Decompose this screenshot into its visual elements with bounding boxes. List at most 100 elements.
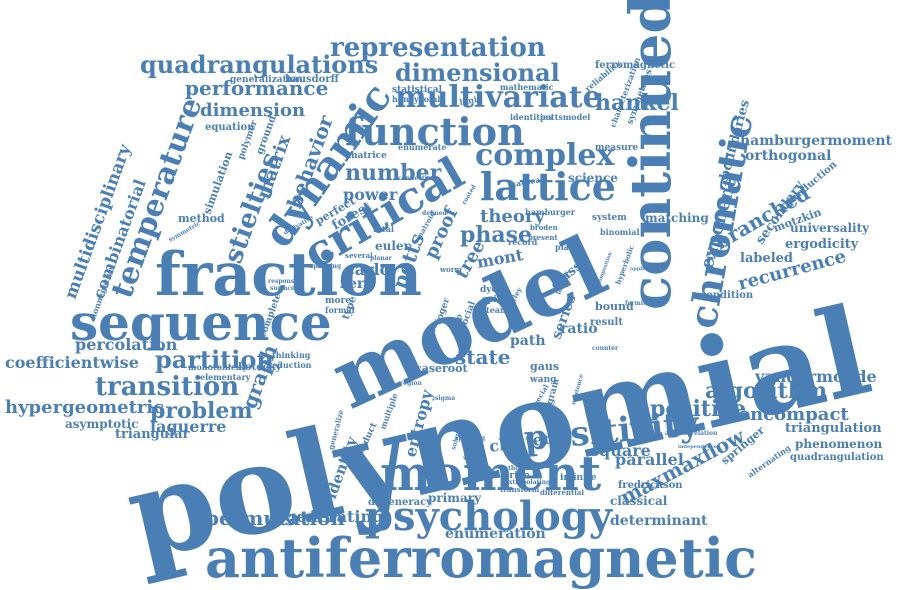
- word-surface: surface: [270, 285, 295, 292]
- word-identities: identities: [510, 112, 553, 122]
- word-generating: generating: [285, 507, 383, 526]
- word-autocorrelation: autocorrelation: [665, 430, 718, 437]
- word-hamburgermoment: hamburgermoment: [740, 133, 893, 149]
- word-lattice: lattice: [480, 164, 616, 209]
- word-moment: moment: [380, 446, 601, 502]
- word-path: path: [510, 333, 546, 349]
- word-ferromagnetic: ferromagnetic: [595, 60, 675, 71]
- word-performance: performance: [185, 76, 328, 100]
- word-binomial: binomial: [600, 227, 640, 237]
- word-transition: transition: [95, 372, 239, 402]
- word-labeled: labeled: [740, 251, 793, 266]
- word-elementary: elementary: [200, 372, 251, 382]
- word-parallel: parallel: [615, 450, 684, 469]
- word-sequence: sequence: [70, 293, 332, 352]
- word-enumerate: enumerate: [398, 142, 446, 152]
- word-matrice: matrice: [348, 151, 387, 161]
- word-antiferromagnetic: antiferromagnetic: [205, 526, 757, 590]
- word-continued: continued: [618, 0, 684, 310]
- word-partition: partition: [155, 345, 274, 374]
- word-condition: condition: [700, 290, 754, 301]
- word-permutation: permutation: [205, 506, 345, 530]
- word-result: result: [590, 317, 623, 328]
- word-gaus: gaus: [530, 360, 559, 373]
- word-system: system: [592, 213, 627, 223]
- word-triangulation: triangulation: [785, 421, 882, 436]
- word-hankel: hankel: [595, 90, 679, 116]
- word-ratio: ratio: [560, 321, 598, 337]
- word-enumeration: enumeration: [445, 526, 546, 542]
- word-power: power: [343, 185, 398, 204]
- word-spin: spin: [482, 295, 504, 305]
- word-monotonicity: monotonicity: [188, 362, 247, 372]
- word-determinant: determinant: [610, 513, 708, 529]
- word-simulation: simulation: [201, 150, 236, 216]
- word-extrapolating: extrapolating: [505, 479, 551, 486]
- word-broden: broden: [530, 223, 558, 232]
- word-formal: formal: [325, 305, 355, 315]
- word-counter: counter: [592, 345, 619, 352]
- word-phenomenon: phenomenon: [795, 437, 883, 451]
- word-hypergeometric: hypergeometric: [5, 397, 164, 418]
- word-honeycomb: honeycomb: [392, 94, 443, 104]
- word-kotecky: kotecký: [238, 362, 283, 373]
- word-speeding: speeding: [455, 435, 486, 442]
- word-wang: wang: [529, 375, 557, 385]
- word-eulerian: eulerian: [488, 471, 530, 481]
- word-algorithm: algorithm: [705, 378, 827, 404]
- word-classical: classical: [610, 494, 668, 508]
- word-function: function: [345, 109, 525, 154]
- word-defined: defined: [422, 210, 448, 217]
- word-team: team: [486, 305, 509, 315]
- word-dyck: dyck: [480, 285, 504, 295]
- word-hausdorff: hausdorff: [285, 74, 340, 85]
- word-number: number: [345, 160, 442, 186]
- word-science: science: [568, 171, 618, 185]
- word-orthogonal: orthogonal: [745, 148, 831, 164]
- word-carlo: carlo: [345, 260, 391, 279]
- word-triangular: triangular: [115, 427, 190, 442]
- word-differential: differential: [540, 488, 584, 497]
- word-planar: planar: [370, 255, 393, 262]
- word-representation: representation: [330, 33, 546, 63]
- word-dimension: dimension: [200, 100, 305, 121]
- word-bound: bound: [595, 300, 634, 313]
- word-complex: complex: [475, 138, 615, 173]
- word-thinking: thinking: [272, 350, 311, 360]
- word-ergodicity: ergodicity: [785, 237, 859, 252]
- word-limit: limit: [459, 93, 482, 107]
- word-method: method: [178, 212, 225, 225]
- word-mathematic: mathematic: [500, 82, 554, 92]
- word-vandermonde: vandermonde: [754, 367, 877, 386]
- word-universality: universality: [790, 221, 870, 235]
- word-primary: primary: [428, 491, 482, 505]
- word-matching: matching: [645, 211, 709, 225]
- word-application: application: [630, 266, 662, 272]
- word-dimensional: dimensional: [395, 58, 560, 87]
- word-multivariate: multivariate: [395, 80, 602, 115]
- word-hamburger: hamburger: [525, 207, 576, 217]
- word-independence: independence: [678, 444, 717, 450]
- word-noncompact: noncompact: [725, 404, 849, 425]
- word-connection: connection: [398, 175, 436, 182]
- word-transform: transform: [500, 485, 540, 494]
- word-measure: measure: [595, 143, 638, 153]
- word-fraction: fraction: [155, 240, 422, 310]
- word-sigma: sigma: [435, 395, 455, 402]
- word-pathdata: pathdata: [500, 465, 530, 472]
- word-more: more: [325, 296, 351, 306]
- word-problem: problem: [150, 398, 253, 424]
- word-state: state: [455, 345, 510, 369]
- word-phase: phase: [460, 222, 532, 248]
- word-fredrickson: fredrickson: [618, 480, 683, 491]
- word-zero: zero: [340, 276, 374, 292]
- word-several: several: [345, 251, 373, 260]
- word-degeneracy: degeneracy: [368, 497, 433, 508]
- word-total: total: [373, 224, 394, 234]
- word-plane: plane: [555, 242, 580, 252]
- word-case: case: [415, 362, 442, 375]
- word-region: region: [400, 380, 422, 387]
- word-worm: worm: [439, 265, 462, 274]
- word-quadrangulations: quadrangulations: [140, 50, 378, 79]
